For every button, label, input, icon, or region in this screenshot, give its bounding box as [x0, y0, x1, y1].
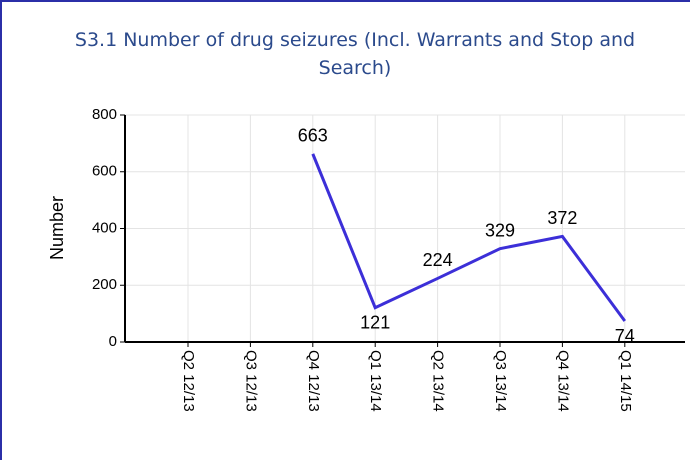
data-label: 224	[423, 250, 453, 270]
x-tick-label: Q2 13/14	[430, 350, 447, 412]
y-axis-label: Number	[47, 196, 67, 260]
y-tick-label: 400	[92, 219, 117, 236]
y-tick-label: 600	[92, 163, 117, 180]
x-tick-label: Q1 14/15	[617, 350, 634, 412]
y-tick-label: 200	[92, 276, 117, 293]
y-tick-label: 0	[109, 333, 117, 350]
x-tick-label: Q4 13/14	[554, 350, 571, 412]
chart-title: S3.1 Number of drug seizures (Incl. Warr…	[74, 29, 636, 79]
x-tick-label: Q1 13/14	[367, 350, 384, 412]
data-label: 74	[615, 326, 635, 346]
y-tick-label: 800	[92, 106, 117, 123]
x-tick-label: Q2 12/13	[180, 350, 197, 412]
data-label: 663	[298, 126, 328, 146]
data-line	[311, 153, 627, 322]
x-tick-label: Q3 12/13	[242, 350, 259, 412]
data-label: 372	[547, 208, 577, 228]
data-label: 121	[360, 312, 390, 332]
x-tick-label: Q4 12/13	[305, 350, 322, 412]
x-tick-label: Q3 13/14	[492, 350, 509, 412]
data-label: 329	[485, 220, 515, 240]
